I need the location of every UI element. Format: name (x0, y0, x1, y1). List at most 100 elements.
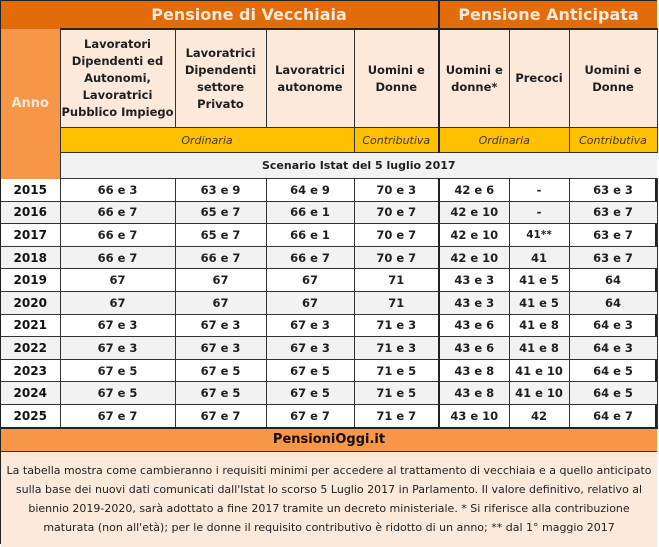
pension-type-row: Ordinaria Contributiva Ordinaria Contrib… (1, 127, 658, 153)
value-cell: 41 e 10 (509, 359, 570, 383)
value-cell: 67 e 5 (266, 381, 355, 405)
value-cell: 66 e 7 (60, 246, 176, 270)
value-cell: 71 e 5 (354, 359, 441, 383)
header-lavoratrici-autonome: Lavoratrici autonome (266, 29, 355, 128)
year-cell: 2020 (1, 291, 61, 315)
value-cell: 71 e 3 (354, 314, 441, 338)
header-line: Privato (197, 96, 244, 111)
value-cell: 67 (175, 268, 267, 292)
value-cell: 67 e 3 (266, 336, 355, 360)
value-cell: 42 e 10 (439, 201, 510, 225)
value-cell: 42 e 6 (439, 178, 510, 202)
value-cell: 43 e 6 (439, 336, 510, 360)
section-title-row: Pensione di Vecchiaia Pensione Anticipat… (1, 1, 658, 30)
year-cell: 2023 (1, 359, 61, 383)
value-cell: - (509, 201, 570, 225)
header-lavoratori-dipendenti-autonomi: Lavoratori Dipendenti ed Autonomi, Lavor… (60, 29, 176, 128)
table-row: 2025 67 e 7 67 e 7 67 e 7 71 e 7 43 e 10… (1, 404, 658, 429)
value-cell: 63 e 3 (569, 178, 658, 202)
value-cell: 67 e 3 (266, 314, 355, 338)
header-line: Lavoratrici (82, 88, 153, 102)
header-line: donne* (451, 79, 498, 94)
value-cell: 64 e 5 (569, 381, 658, 405)
value-cell: 63 e 7 (569, 246, 658, 270)
value-cell: 71 e 3 (354, 336, 441, 360)
header-line: autonome (277, 79, 343, 94)
value-cell: 67 e 7 (266, 404, 355, 429)
value-cell: 63 e 9 (175, 178, 267, 202)
header-line: Uomini e (584, 62, 642, 77)
year-cell: 2019 (1, 268, 61, 292)
header-vecchiaia-uomini-donne: Uomini e Donne (354, 29, 441, 128)
value-cell: 67 e 5 (175, 359, 267, 383)
anticipata-ordinaria-label: Ordinaria (439, 127, 570, 153)
value-cell: 67 e 3 (60, 336, 176, 360)
value-cell: 67 e 5 (60, 381, 176, 405)
value-cell: 63 e 7 (569, 223, 658, 247)
header-lavoratrici-dipendenti-privato: Lavoratrici Dipendenti settore Privato (175, 29, 267, 128)
header-line: Pubblico Impiego (61, 105, 174, 119)
header-line: settore (196, 79, 244, 94)
value-cell: 43 e 8 (439, 359, 510, 383)
anticipata-contributiva-label: Contributiva (569, 127, 658, 153)
value-cell: 43 e 8 (439, 381, 510, 405)
table-row: 2022 67 e 3 67 e 3 67 e 3 71 e 3 43 e 6 … (1, 336, 658, 360)
year-cell: 2015 (1, 178, 61, 202)
value-cell: 64 e 3 (569, 336, 658, 360)
value-cell: 64 e 7 (569, 404, 658, 429)
value-cell: 41 e 5 (509, 291, 570, 315)
value-cell: - (509, 178, 570, 202)
value-cell: 43 e 6 (439, 314, 510, 338)
value-cell: 67 e 5 (175, 381, 267, 405)
value-cell: 71 e 5 (354, 381, 441, 405)
value-cell: 66 e 7 (60, 223, 176, 247)
value-cell: 66 e 1 (266, 201, 355, 225)
value-cell: 42 e 10 (439, 246, 510, 270)
brand-row: PensioniOggi.it (1, 426, 658, 452)
value-cell: 70 e 7 (354, 223, 441, 247)
year-cell: 2025 (1, 404, 61, 429)
value-cell: 71 (354, 291, 441, 315)
value-cell: 70 e 7 (354, 246, 441, 270)
year-cell: 2021 (1, 314, 61, 338)
value-cell: 43 e 10 (439, 404, 510, 429)
anno-title-cell (1, 1, 60, 29)
header-line: Dipendenti ed (71, 54, 164, 68)
value-cell: 64 e 9 (266, 178, 355, 202)
header-line: Lavoratrici (185, 45, 256, 60)
value-cell: 70 e 7 (354, 201, 441, 225)
note-row: La tabella mostra come cambieranno i req… (1, 451, 658, 547)
header-anticipata-uomini-donne: Uomini e Donne (569, 29, 658, 128)
value-cell: 67 e 7 (175, 404, 267, 429)
header-line: Uomini e (367, 62, 425, 77)
value-cell: 43 e 3 (439, 291, 510, 315)
value-cell: 42 (509, 404, 570, 429)
value-cell: 66 e 7 (266, 246, 355, 270)
table-row: 2018 66 e 7 66 e 7 66 e 7 70 e 7 42 e 10… (1, 246, 658, 270)
table-row: 2021 67 e 3 67 e 3 67 e 3 71 e 3 43 e 6 … (1, 314, 658, 338)
brand-label: PensioniOggi.it (1, 426, 658, 452)
scenario-label: Scenario Istat del 5 luglio 2017 (60, 152, 658, 179)
value-cell: 67 e 3 (175, 336, 267, 360)
value-cell: 63 e 7 (569, 201, 658, 225)
table-row: 2024 67 e 5 67 e 5 67 e 5 71 e 5 43 e 8 … (1, 381, 658, 405)
value-cell: 64 e 3 (569, 314, 658, 338)
value-cell: 43 e 3 (439, 268, 510, 292)
value-cell: 71 (354, 268, 441, 292)
value-cell: 67 (266, 268, 355, 292)
year-cell: 2016 (1, 201, 61, 225)
vecchiaia-ordinaria-label: Ordinaria (60, 127, 355, 153)
value-cell: 67 e 3 (60, 314, 176, 338)
year-cell: 2018 (1, 246, 61, 270)
year-cell: 2024 (1, 381, 61, 405)
table-row: 2015 66 e 3 63 e 9 64 e 9 70 e 3 42 e 6 … (1, 178, 658, 202)
value-cell: 66 e 1 (266, 223, 355, 247)
value-cell: 67 e 5 (266, 359, 355, 383)
header-line: Dipendenti (184, 62, 257, 77)
year-cell: 2017 (1, 223, 61, 247)
value-cell: 67 e 3 (175, 314, 267, 338)
header-line: Donne (592, 79, 634, 94)
table-row: 2020 67 67 67 71 43 e 3 41 e 5 64 (1, 291, 658, 315)
